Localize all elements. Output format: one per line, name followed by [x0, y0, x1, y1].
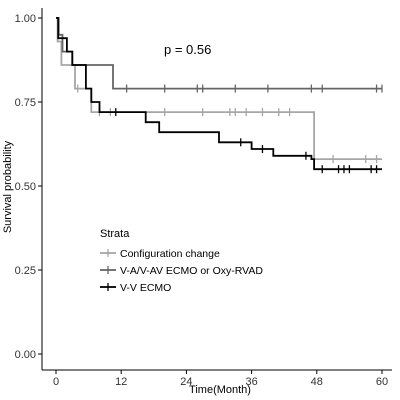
- y-tick-label: 0.25: [15, 265, 36, 277]
- p-value-annotation: p = 0.56: [164, 42, 211, 57]
- x-tick-label: 36: [245, 376, 257, 388]
- legend-label: V-A/V-AV ECMO or Oxy-RVAD: [120, 265, 263, 277]
- x-axis-title: Time(Month): [189, 384, 251, 396]
- y-axis-title: Survival probability: [2, 140, 14, 233]
- series-line: [56, 17, 382, 90]
- x-tick-label: 24: [180, 376, 192, 388]
- legend-label: Configuration change: [120, 248, 220, 260]
- x-tick-label: 12: [115, 376, 127, 388]
- legend-title: Strata: [100, 228, 130, 240]
- y-tick-label: 0.00: [15, 349, 36, 361]
- series-line: [56, 17, 382, 171]
- legend-label: V-V ECMO: [120, 282, 171, 294]
- y-tick-label: 1.00: [15, 13, 36, 25]
- x-tick-label: 0: [53, 376, 59, 388]
- x-tick-label: 60: [376, 376, 388, 388]
- x-tick-label: 48: [311, 376, 323, 388]
- y-tick-label: 0.75: [15, 97, 36, 109]
- legend: Configuration change V-A/V-AV ECMO or Oxy…: [100, 248, 263, 294]
- y-tick-label: 0.50: [15, 181, 36, 193]
